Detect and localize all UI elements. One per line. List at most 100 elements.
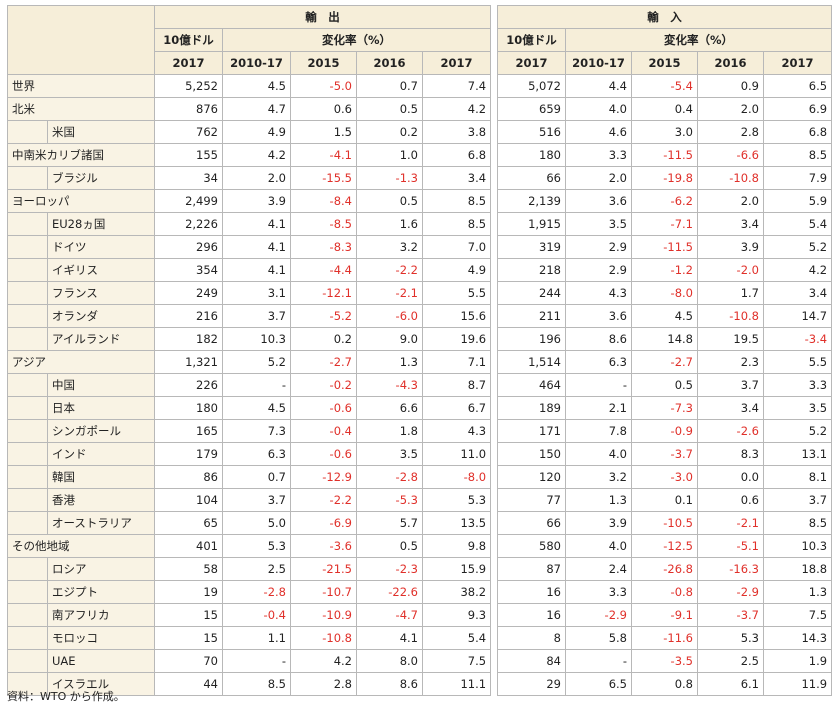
- table-row: 米国 762 4.9 1.5 0.2 3.8: [7, 120, 492, 144]
- import-value-cell: 5.5: [762, 350, 833, 374]
- table-row: 韓国 86 0.7 -12.9 -2.8 -8.0: [7, 465, 492, 489]
- import-value-cell: -5.4: [631, 74, 698, 98]
- region-label: インド: [47, 442, 155, 466]
- table-row: インド 179 6.3 -0.6 3.5 11.0: [7, 442, 492, 466]
- import-value-cell: -8.0: [631, 281, 698, 305]
- import-value-cell: 5.3: [697, 626, 764, 650]
- export-value-cell: -: [222, 649, 291, 673]
- import-value-cell: 3.3: [762, 373, 833, 397]
- import-value-cell: 0.0: [697, 465, 764, 489]
- import-value-cell: 464: [497, 373, 566, 397]
- export-value-cell: 6.6: [356, 396, 423, 420]
- region-label: イギリス: [47, 258, 155, 282]
- indent-cell: [7, 672, 48, 696]
- table-row: 16 3.3 -0.8 -2.9 1.3: [497, 580, 833, 604]
- region-label: ドイツ: [47, 235, 155, 259]
- table-row: 464-0.5 3.7 3.3: [497, 373, 833, 397]
- import-value-cell: 2.8: [697, 120, 764, 144]
- export-value-cell: -0.4: [222, 603, 291, 627]
- region-label: シンガポール: [47, 419, 155, 443]
- table-row: 580 4.0 -12.5 -5.1 10.3: [497, 534, 833, 558]
- table-row: 中国 226- -0.2 -4.3 8.7: [7, 373, 492, 397]
- table-row: 77 1.3 0.1 0.6 3.7: [497, 488, 833, 512]
- export-value-cell: 6.8: [421, 143, 492, 167]
- import-value-cell: 5.9: [762, 189, 833, 213]
- import-value-cell: 1.3: [565, 488, 632, 512]
- change-header: 変化率（%）: [564, 28, 833, 52]
- export-value-cell: -0.6: [290, 396, 357, 420]
- export-value-cell: 7.5: [421, 649, 492, 673]
- import-value-cell: 8.5: [762, 143, 833, 167]
- import-value-cell: 516: [497, 120, 566, 144]
- table-row: UAE 70-4.2 8.0 7.5: [7, 649, 492, 673]
- import-value-cell: 4.0: [565, 442, 632, 466]
- region-label: 日本: [47, 396, 155, 420]
- export-value-cell: 180: [154, 396, 223, 420]
- region-label: 北米: [7, 97, 155, 121]
- import-value-cell: 319: [497, 235, 566, 259]
- export-value-cell: 4.7: [222, 97, 291, 121]
- export-value-cell: 5.0: [222, 511, 291, 535]
- export-value-cell: 4.1: [222, 212, 291, 236]
- table-row: モロッコ 15 1.1 -10.8 4.1 5.4: [7, 626, 492, 650]
- region-label: 韓国: [47, 465, 155, 489]
- export-value-cell: -0.4: [290, 419, 357, 443]
- table-row: 218 2.9 -1.2 -2.0 4.2: [497, 258, 833, 282]
- indent-cell: [7, 120, 48, 144]
- import-value-cell: -: [565, 373, 632, 397]
- year-header: 2017: [421, 51, 492, 75]
- export-value-cell: 7.1: [421, 350, 492, 374]
- export-value-cell: 1.5: [290, 120, 357, 144]
- import-value-cell: 4.6: [565, 120, 632, 144]
- table-row: 66 3.9 -10.5 -2.1 8.5: [497, 511, 833, 535]
- export-value-cell: 8.5: [421, 189, 492, 213]
- import-value-cell: 2.0: [565, 166, 632, 190]
- year-header: 2017: [762, 51, 833, 75]
- export-value-cell: 3.2: [356, 235, 423, 259]
- export-value-cell: 2.0: [222, 166, 291, 190]
- import-value-cell: 6.1: [697, 672, 764, 696]
- export-value-cell: 4.1: [222, 235, 291, 259]
- import-value-cell: 3.3: [565, 143, 632, 167]
- export-value-cell: -21.5: [290, 557, 357, 581]
- indent-cell: [7, 649, 48, 673]
- import-value-cell: 6.8: [762, 120, 833, 144]
- export-value-cell: 8.6: [356, 672, 423, 696]
- table-row: EU28ヵ国 2,226 4.1 -8.5 1.6 8.5: [7, 212, 492, 236]
- import-value-cell: -5.1: [697, 534, 764, 558]
- import-value-cell: 4.0: [565, 97, 632, 121]
- import-value-cell: 2.4: [565, 557, 632, 581]
- export-value-cell: 8.0: [356, 649, 423, 673]
- export-value-cell: 65: [154, 511, 223, 535]
- export-value-cell: -2.2: [290, 488, 357, 512]
- export-value-cell: 876: [154, 97, 223, 121]
- import-value-cell: 4.2: [762, 258, 833, 282]
- import-value-cell: 3.5: [565, 212, 632, 236]
- export-value-cell: 58: [154, 557, 223, 581]
- year-header: 2010-17: [565, 51, 632, 75]
- import-value-cell: -3.7: [697, 603, 764, 627]
- import-value-cell: 8.5: [762, 511, 833, 535]
- export-value-cell: -22.6: [356, 580, 423, 604]
- indent-cell: [7, 373, 48, 397]
- import-value-cell: 4.0: [565, 534, 632, 558]
- import-value-cell: 1.9: [762, 649, 833, 673]
- export-value-cell: 762: [154, 120, 223, 144]
- import-value-cell: 2.0: [697, 189, 764, 213]
- table-row: 香港 104 3.7 -2.2 -5.3 5.3: [7, 488, 492, 512]
- export-value-cell: 15: [154, 603, 223, 627]
- import-value-cell: -2.9: [565, 603, 632, 627]
- region-label: その他地域: [7, 534, 155, 558]
- import-value-cell: -19.8: [631, 166, 698, 190]
- source-note: 資料：WTO から作成。: [7, 690, 125, 703]
- export-value-cell: 1.1: [222, 626, 291, 650]
- export-value-cell: -2.1: [356, 281, 423, 305]
- import-value-cell: 3.5: [762, 396, 833, 420]
- export-value-cell: 7.3: [222, 419, 291, 443]
- import-value-cell: -0.9: [631, 419, 698, 443]
- import-value-cell: 7.5: [762, 603, 833, 627]
- import-value-cell: 211: [497, 304, 566, 328]
- export-value-cell: 1.0: [356, 143, 423, 167]
- import-value-cell: 244: [497, 281, 566, 305]
- import-value-cell: -2.1: [697, 511, 764, 535]
